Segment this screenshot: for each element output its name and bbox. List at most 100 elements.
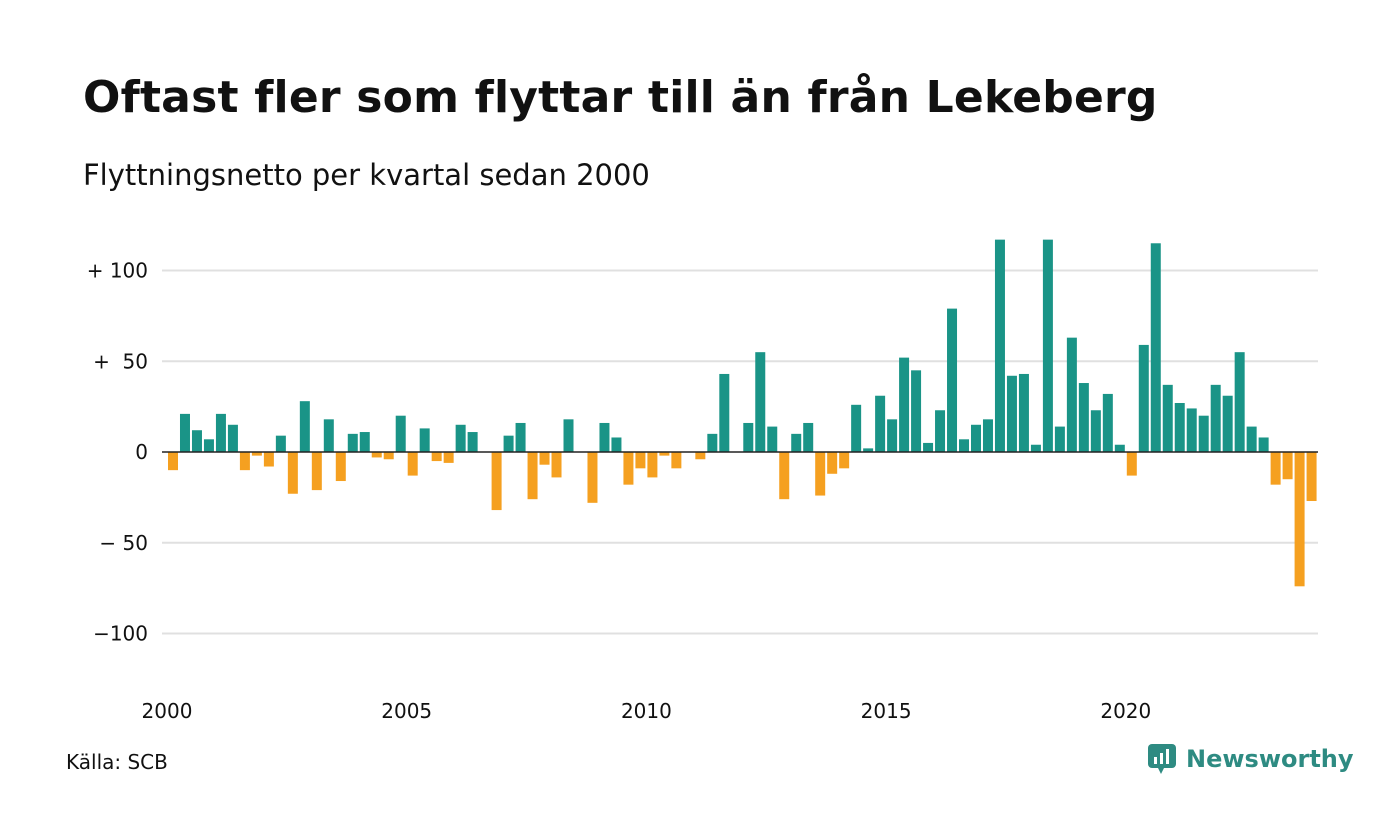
bar: [743, 422, 754, 452]
bar: [611, 437, 622, 452]
x-tick-label: 2010: [621, 699, 672, 723]
bar: [982, 419, 993, 452]
bar: [815, 452, 826, 496]
bar: [635, 452, 646, 469]
bar: [1186, 408, 1197, 452]
bar: [191, 430, 202, 452]
bar: [179, 413, 190, 452]
bar: [287, 452, 298, 494]
bar: [168, 452, 178, 471]
bar: [491, 452, 502, 511]
bar: [659, 452, 670, 456]
y-tick-label: + 50: [93, 349, 148, 373]
bar: [335, 452, 346, 482]
bar: [1294, 452, 1305, 587]
bar: [551, 452, 562, 478]
bar: [383, 452, 394, 460]
bar: [803, 422, 814, 452]
bar: [563, 419, 574, 452]
bar: [899, 357, 910, 452]
bar: [755, 352, 766, 452]
bar: [1210, 384, 1221, 452]
bar: [1090, 410, 1101, 452]
bar: [539, 452, 550, 465]
bar: [647, 452, 658, 478]
bar: [791, 433, 802, 452]
x-tick-label: 2015: [861, 699, 912, 723]
bar: [695, 452, 706, 460]
bar: [875, 395, 886, 452]
bar: [515, 422, 526, 452]
bar: [1042, 239, 1053, 452]
bar: [467, 432, 478, 452]
bar: [707, 433, 718, 452]
bar: [347, 433, 358, 452]
bar: [1078, 383, 1089, 452]
bar: [359, 432, 370, 452]
bar: [935, 410, 946, 452]
bar: [203, 439, 214, 452]
bar: [419, 428, 430, 452]
bar: [407, 452, 418, 476]
bar: [719, 373, 730, 452]
bar: [767, 426, 778, 452]
bar: [623, 452, 634, 485]
bar: [970, 424, 981, 452]
bar: [1030, 444, 1041, 452]
bar: [1258, 437, 1269, 452]
bar: [1102, 393, 1113, 452]
bar: [1246, 426, 1257, 452]
bar: [911, 370, 922, 452]
x-tick-label: 2005: [381, 699, 432, 723]
brand-name: Newsworthy: [1186, 745, 1354, 773]
bar: [863, 448, 874, 452]
bar: [1126, 452, 1137, 476]
bar: [455, 424, 466, 452]
bar: [311, 452, 322, 491]
bar: [1150, 243, 1161, 452]
bar: [1018, 373, 1029, 452]
bar: [323, 419, 334, 452]
y-tick-label: − 50: [99, 531, 148, 555]
y-tick-label: + 100: [87, 259, 148, 283]
bar: [1162, 384, 1173, 452]
bar: [1306, 452, 1317, 502]
bar: [431, 452, 442, 462]
bar: [275, 435, 286, 452]
bar: [1114, 444, 1125, 452]
bar-chart: + 100 + 50 0 − 50 −100 2000 2005 2010 2015 2020: [87, 239, 1318, 723]
bar: [1222, 395, 1233, 452]
newsworthy-logo-icon: [1148, 744, 1176, 774]
bar: [227, 424, 238, 452]
bar: [1054, 426, 1065, 452]
bar: [587, 452, 598, 503]
bar: [599, 422, 610, 452]
bar: [527, 452, 538, 500]
bar: [1282, 452, 1293, 480]
bar: [923, 442, 934, 452]
bar: [947, 308, 958, 452]
chart-subtitle: Flyttningsnetto per kvartal sedan 2000: [83, 158, 650, 192]
bar: [827, 452, 838, 474]
bar: [503, 435, 514, 452]
bar: [251, 452, 262, 456]
bar: [1270, 452, 1281, 485]
bar: [1234, 352, 1245, 452]
bar: [779, 452, 790, 500]
bar: [443, 452, 454, 463]
bar: [1006, 375, 1017, 452]
bar: [1138, 344, 1149, 452]
bar: [839, 452, 850, 469]
bar: [1198, 415, 1209, 452]
bar: [851, 404, 862, 452]
y-tick-label: −100: [93, 622, 148, 646]
bar: [299, 401, 310, 452]
source-note: Källa: SCB: [66, 750, 168, 774]
bar: [263, 452, 274, 467]
x-tick-label: 2020: [1100, 699, 1151, 723]
bar: [887, 419, 898, 452]
chart-title: Oftast fler som flyttar till än från Lek…: [83, 72, 1158, 123]
bar: [959, 439, 970, 452]
bar: [239, 452, 250, 471]
bar: [395, 415, 406, 452]
